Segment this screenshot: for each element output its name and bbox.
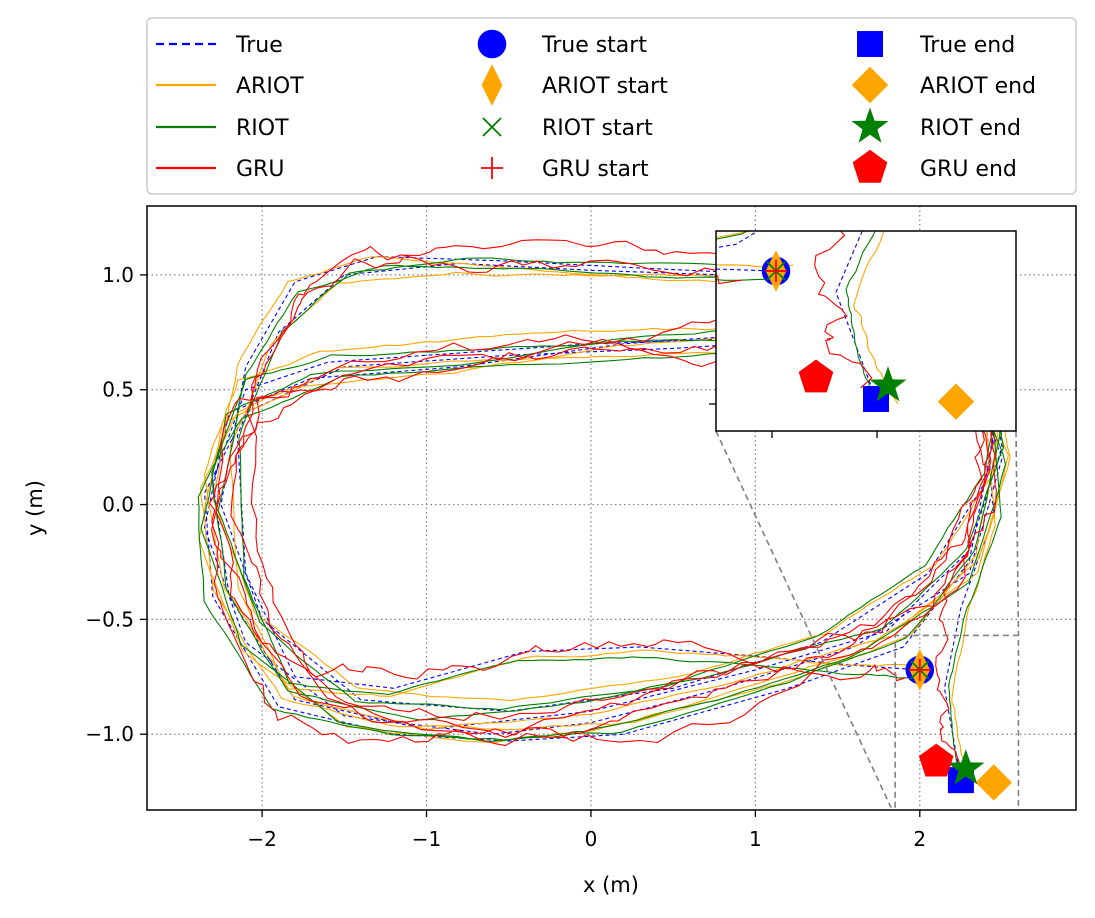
zoom-region — [894, 634, 1020, 808]
legend-label-ariot-start: ARIOT start — [542, 74, 668, 99]
legend-label-true-start: True start — [541, 33, 647, 58]
x-tick-label: 1 — [749, 827, 762, 851]
y-tick-label: 0.0 — [102, 493, 134, 517]
legend-marker-ariot-end — [851, 66, 889, 104]
x-tick-label: 2 — [913, 827, 926, 851]
inset-marker-riot-end — [869, 366, 907, 402]
legend-label-gru: GRU — [236, 157, 284, 182]
y-tick-label: 1.0 — [102, 263, 134, 287]
zoom-connector — [1015, 430, 1020, 636]
axis-ticks: −2 −1 0 1 2 −1.0 −0.5 0.0 0.5 1.0 — [85, 263, 926, 851]
x-tick-label: 0 — [585, 827, 598, 851]
legend-marker-true-start — [477, 29, 507, 59]
trajectory-markers — [905, 649, 1012, 801]
y-tick-label: 0.5 — [102, 378, 134, 402]
x-tick-label: −2 — [247, 827, 276, 851]
plot-frame — [146, 205, 1077, 811]
marker-gru-end — [918, 743, 954, 777]
legend-label-riot-end: RIOT end — [920, 116, 1021, 141]
y-axis-title: y (m) — [23, 480, 47, 536]
x-axis-title: x (m) — [583, 873, 639, 897]
inset-markers — [761, 250, 975, 420]
legend-label-true-end: True end — [919, 33, 1015, 58]
legend-label-ariot: ARIOT — [236, 74, 304, 99]
inset-marker-ariot-end — [937, 383, 975, 420]
legend: True ARIOT RIOT GRU True start ARIOT start RIO… — [156, 29, 1036, 183]
legend-label-true: True — [235, 33, 283, 58]
y-tick-label: −0.5 — [85, 607, 134, 631]
inset-marker-gru-end — [798, 359, 834, 393]
marker-ariot-end — [975, 764, 1012, 801]
legend-box — [146, 17, 1077, 195]
inset-frame — [715, 230, 1017, 432]
inset-marker-gru-start — [765, 260, 787, 282]
legend-marker-gru-end — [852, 149, 888, 183]
legend-marker-ariot-start — [481, 64, 503, 106]
legend-marker-gru-start — [481, 157, 503, 179]
marker-gru-start — [908, 658, 931, 681]
legend-label-riot-start: RIOT start — [542, 116, 653, 141]
x-tick-label: −1 — [412, 827, 441, 851]
legend-marker-riot-start — [482, 117, 502, 137]
legend-label-ariot-end: ARIOT end — [920, 74, 1036, 99]
legend-marker-riot-end — [851, 107, 889, 143]
legend-label-gru-end: GRU end — [920, 157, 1017, 182]
legend-marker-true-end — [857, 31, 883, 57]
marker-riot-end — [947, 749, 985, 785]
inset-ticks — [709, 403, 878, 438]
y-tick-label: −1.0 — [85, 722, 134, 746]
legend-label-riot: RIOT — [236, 116, 289, 141]
zoom-indicator — [715, 430, 1020, 809]
legend-label-gru-start: GRU start — [542, 157, 649, 182]
